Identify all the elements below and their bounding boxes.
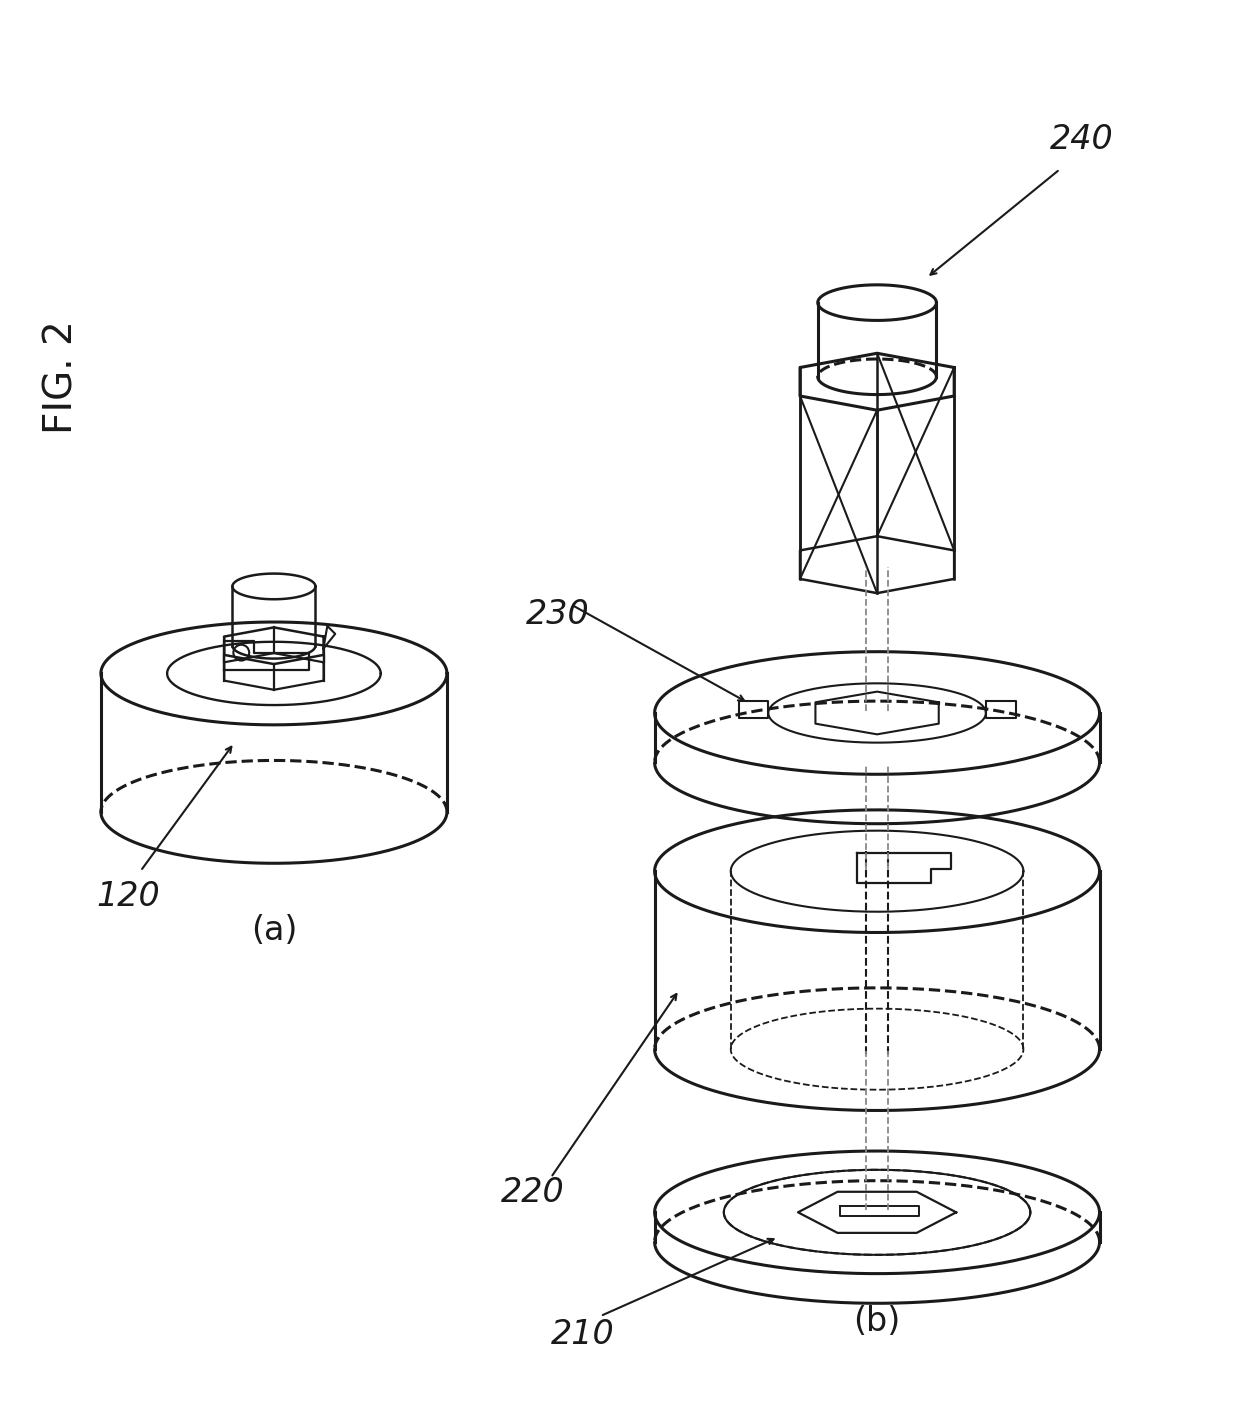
Text: 210: 210 bbox=[551, 1318, 615, 1350]
Text: 120: 120 bbox=[95, 879, 160, 912]
Text: FIG. 2: FIG. 2 bbox=[42, 320, 81, 434]
Text: (b): (b) bbox=[853, 1305, 900, 1338]
Text: 240: 240 bbox=[1050, 124, 1114, 157]
Text: 230: 230 bbox=[526, 598, 590, 630]
Text: 220: 220 bbox=[501, 1177, 565, 1210]
Text: (a): (a) bbox=[250, 915, 298, 948]
